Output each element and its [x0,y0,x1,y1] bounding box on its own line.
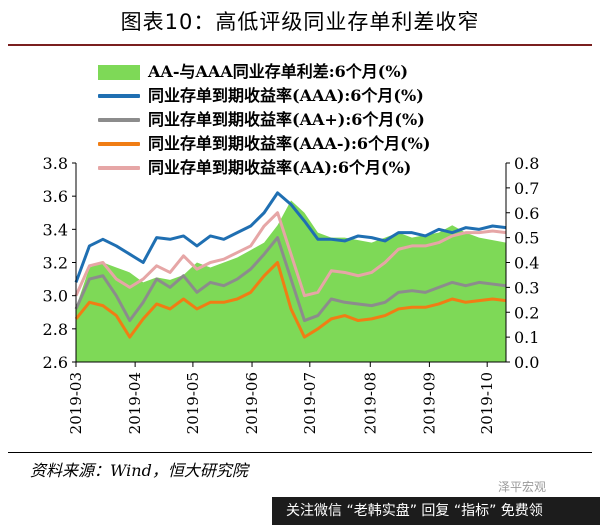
legend-swatch-aaa [98,94,140,98]
legend-item-aaa: 同业存单到期收益率(AAA):6个月(%) [98,84,430,108]
y-left-tick-label: 3.6 [43,187,68,206]
legend-label-aaa-minus: 同业存单到期收益率(AAA-):6个月(%) [148,134,431,153]
legend-label-aa: 同业存单到期收益率(AA):6个月(%) [148,158,412,177]
legend-item-aaa-minus: 同业存单到期收益率(AAA-):6个月(%) [98,132,430,156]
y-right-tick-label: 0.7 [514,179,539,198]
title-divider [8,44,592,46]
series-line-aa-plus [74,236,507,323]
figure-title: 图表10：高低评级同业存单利差收窄 [120,10,480,34]
legend-swatch-aa [98,166,140,170]
y-right-tick-label: 0.5 [514,229,539,248]
y-right-tick-label: 0.4 [514,254,539,273]
x-tick-label: 2019-05 [184,372,202,434]
y-right-tick-label: 0.6 [514,204,539,223]
y-left-tick-label: 3.8 [43,154,68,173]
x-tick-label: 2019-04 [126,372,144,434]
y-right-tick-label: 0.1 [514,328,539,347]
y-right-tick-label: 0.2 [514,303,539,322]
legend-label-aaa: 同业存单到期收益率(AAA):6个月(%) [148,86,424,105]
x-tick-label: 2019-10 [478,372,496,434]
watermark-banner: 关注微信 “老韩实盘” 回复 “指标” 免费领 [272,497,600,525]
x-tick-label: 2019-08 [361,372,379,434]
x-tick-label: 2019-03 [67,372,85,434]
legend-item-aa: 同业存单到期收益率(AA):6个月(%) [98,156,430,180]
legend-item-aa-plus: 同业存单到期收益率(AA+):6个月(%) [98,108,430,132]
y-left-tick-label: 2.8 [43,320,68,339]
spread-yield-chart: 2.6 2.8 3.0 3.2 3.4 3.6 3.8 0.0 0.1 0.2 0.3 0.4 0.5 0… [43,154,540,434]
x-tick-label: 2019-07 [301,372,319,434]
legend-item-spread: AA-与AAA同业存单利差:6个月(%) [98,60,430,84]
legend-swatch-spread [98,64,140,80]
y-right-tick-label: 0.3 [514,278,539,297]
y-left-tick-label: 3.4 [43,220,68,239]
y-right-tick-label: 0.8 [514,154,539,173]
source-divider [8,452,592,453]
y-left-tick-label: 3.0 [43,287,68,306]
y-left-tick-label: 2.6 [43,353,68,372]
x-tick-label: 2019-06 [243,372,261,434]
legend-label-spread: AA-与AAA同业存单利差:6个月(%) [148,62,409,81]
legend-swatch-aa-plus [98,118,140,122]
legend-label-aa-plus: 同业存单到期收益率(AA+):6个月(%) [148,110,425,129]
y-right-tick-label: 0.0 [514,353,539,372]
corner-tag: 泽平宏观 [498,480,547,494]
series-line-aa [74,211,507,298]
y-left-tick-label: 3.2 [43,254,68,273]
series-line-aaa-minus [74,261,507,339]
series-line-aaa [74,191,507,283]
x-tick-label: 2019-09 [420,372,438,434]
legend-swatch-aaa-minus [98,142,140,146]
source-note: 资料来源：Wind，恒大研究院 [30,461,248,480]
chart-legend: AA-与AAA同业存单利差:6个月(%) 同业存单到期收益率(AAA):6个月(… [98,60,430,180]
